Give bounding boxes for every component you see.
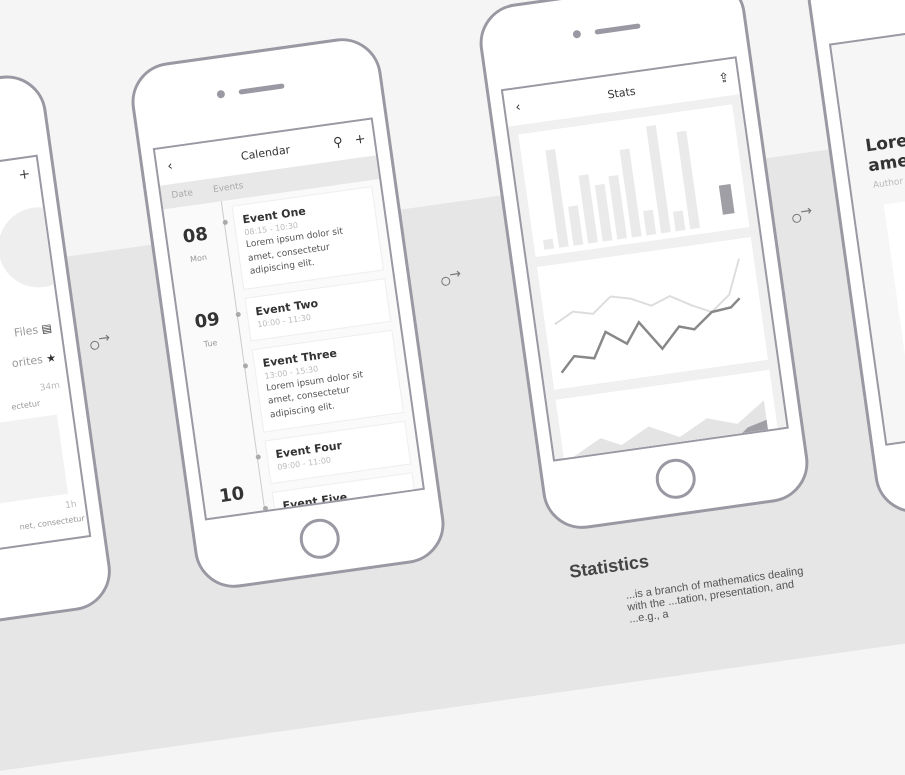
back-icon[interactable]: ‹ [514, 99, 522, 115]
calendar-screen: ‹ Calendar ⚲ + Date Events 08 Mon 09 Tue 10 W… [152, 117, 425, 521]
content-card [883, 176, 905, 403]
event-card[interactable]: Event One 08:15 - 10:30 Lorem ipsum dolor … [222, 186, 384, 290]
day-08: 08 Mon [181, 223, 210, 265]
article-title: Lore ame [864, 130, 905, 177]
share-icon[interactable]: ⇪ [717, 69, 731, 87]
snippet: net, consectetur [18, 513, 86, 532]
column-events: Events [212, 181, 245, 196]
stats-phone: ‹ Stats ⇪ [474, 0, 814, 535]
image-placeholder [0, 414, 69, 522]
add-icon[interactable]: + [17, 165, 32, 184]
time-label: 34m [39, 380, 61, 394]
time-label: 1h [64, 499, 78, 512]
home-button [297, 516, 343, 562]
favorites-label[interactable]: orites [11, 352, 44, 371]
day-09: 09 Tue [193, 308, 222, 349]
star-icon: ★ [45, 351, 57, 366]
home-button [653, 456, 699, 502]
snippet: ectetur [10, 398, 41, 412]
bar-chart-card [517, 103, 751, 259]
screen-title: Stats [606, 84, 637, 101]
speaker [238, 83, 285, 95]
back-icon[interactable]: ‹ [166, 158, 174, 174]
day-10: 10 Wed [217, 482, 246, 521]
line-chart-card [535, 235, 770, 391]
event-card[interactable]: Event Three 13:00 - 15:30 Lorem ipsum dolo… [242, 329, 405, 433]
add-icon[interactable]: + [353, 131, 367, 148]
files-label[interactable]: Files [13, 323, 39, 340]
file-icon: ▤ [40, 321, 53, 336]
screen-title: Calendar [240, 142, 291, 163]
search-icon[interactable]: ⚲ [332, 134, 344, 151]
profile-screen: + Files ▤ orites ★ 34m ectetur 1h net, c… [0, 154, 92, 578]
stats-screen: ‹ Stats ⇪ [500, 56, 789, 462]
column-date: Date [170, 188, 194, 202]
author-label: Author [872, 176, 904, 191]
